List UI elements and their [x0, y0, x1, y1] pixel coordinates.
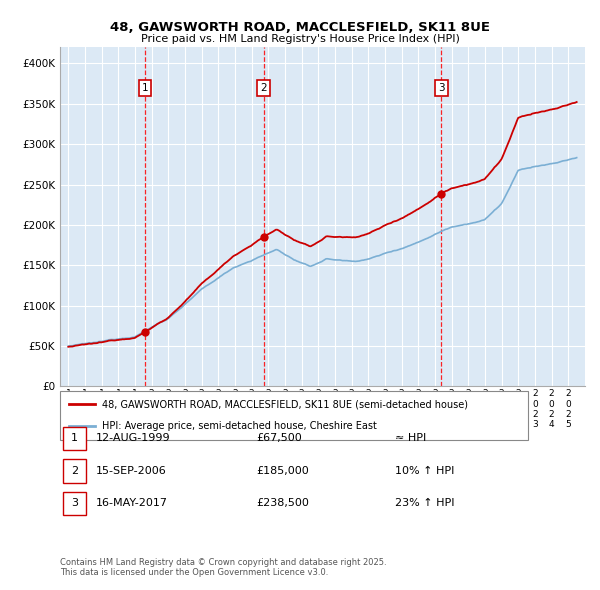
Text: Contains HM Land Registry data © Crown copyright and database right 2025.
This d: Contains HM Land Registry data © Crown c… — [60, 558, 386, 577]
FancyBboxPatch shape — [60, 391, 528, 440]
Text: 48, GAWSWORTH ROAD, MACCLESFIELD, SK11 8UE: 48, GAWSWORTH ROAD, MACCLESFIELD, SK11 8… — [110, 21, 490, 34]
FancyBboxPatch shape — [62, 459, 86, 483]
Text: 48, GAWSWORTH ROAD, MACCLESFIELD, SK11 8UE (semi-detached house): 48, GAWSWORTH ROAD, MACCLESFIELD, SK11 8… — [102, 399, 468, 409]
Text: £185,000: £185,000 — [256, 466, 309, 476]
Text: £67,500: £67,500 — [256, 434, 302, 443]
Text: 10% ↑ HPI: 10% ↑ HPI — [395, 466, 455, 476]
Text: HPI: Average price, semi-detached house, Cheshire East: HPI: Average price, semi-detached house,… — [102, 421, 377, 431]
Text: 1: 1 — [142, 83, 148, 93]
Text: 3: 3 — [71, 499, 77, 508]
Text: 23% ↑ HPI: 23% ↑ HPI — [395, 499, 455, 508]
FancyBboxPatch shape — [62, 491, 86, 515]
Text: 2: 2 — [71, 466, 78, 476]
Text: 12-AUG-1999: 12-AUG-1999 — [96, 434, 171, 443]
Text: Price paid vs. HM Land Registry's House Price Index (HPI): Price paid vs. HM Land Registry's House … — [140, 34, 460, 44]
Text: 16-MAY-2017: 16-MAY-2017 — [96, 499, 168, 508]
FancyBboxPatch shape — [62, 427, 86, 450]
Text: 3: 3 — [438, 83, 445, 93]
Text: ≈ HPI: ≈ HPI — [395, 434, 427, 443]
Text: 2: 2 — [260, 83, 267, 93]
Text: 1: 1 — [71, 434, 77, 443]
Text: 15-SEP-2006: 15-SEP-2006 — [96, 466, 167, 476]
Text: £238,500: £238,500 — [256, 499, 309, 508]
